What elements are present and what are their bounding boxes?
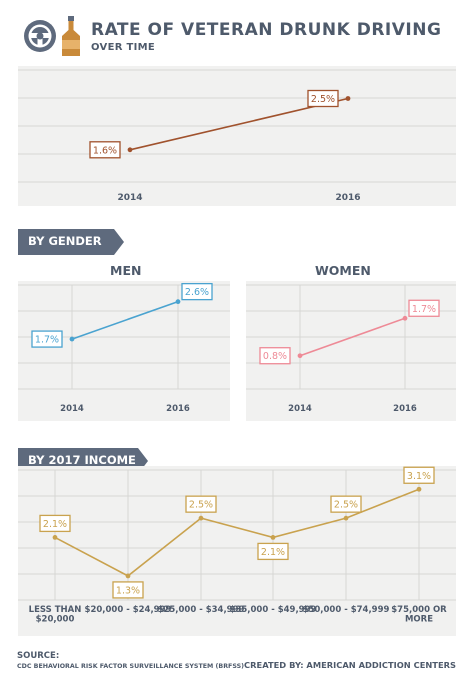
svg-text:2.5%: 2.5% <box>189 500 213 511</box>
men-chart: 1.7% 2.6% 2014 2016 <box>18 282 230 414</box>
data-label: 2.5% <box>330 495 362 513</box>
svg-text:2.5%: 2.5% <box>311 94 335 105</box>
x-tick-label: $75,000 OR MORE <box>391 605 447 625</box>
data-label: 2.5% <box>307 89 339 108</box>
data-label: 2.6% <box>181 282 213 301</box>
x-tick-label: $25,000 - $34,999 <box>158 605 245 615</box>
gender-section-ribbon: BY GENDER <box>18 229 124 255</box>
svg-text:2.1%: 2.1% <box>261 547 285 558</box>
income-chart: 2.1% 1.3% 2.5% 2.1% 2.5% 3.1% LESS THAN $20,000… <box>18 466 456 625</box>
x-tick-label: $50,000 - $74,999 <box>303 605 390 615</box>
svg-text:1.7%: 1.7% <box>35 335 59 346</box>
svg-text:1.6%: 1.6% <box>93 145 117 156</box>
data-label: 1.7% <box>408 299 440 317</box>
data-label: 3.1% <box>403 466 435 484</box>
data-point <box>52 535 58 540</box>
x-tick-label: 2016 <box>393 404 417 414</box>
data-point <box>416 486 422 492</box>
svg-text:2.6%: 2.6% <box>185 287 209 298</box>
x-tick-label: 2014 <box>60 404 84 414</box>
header: RATE OF VETERAN DRUNK DRIVING OVER TIME <box>0 0 474 64</box>
series-line-women <box>299 317 406 357</box>
x-tick-label: $35,000 - $49,999 <box>230 605 317 615</box>
data-label: 2.5% <box>185 495 217 513</box>
data-point <box>402 315 408 321</box>
svg-text:2.1%: 2.1% <box>43 519 67 530</box>
overall-chart-panel <box>18 66 456 206</box>
data-point <box>297 353 303 359</box>
overall-chart: 1.6% 2.5% 2014 2016 <box>18 69 456 203</box>
x-tick-label: 2016 <box>335 193 360 203</box>
x-tick-label: $20,000 - $24,999 <box>85 605 172 615</box>
svg-text:2.5%: 2.5% <box>334 500 358 511</box>
liquor-bottle-icon <box>62 16 80 56</box>
svg-text:1.3%: 1.3% <box>116 585 140 596</box>
data-point <box>127 147 133 153</box>
ribbon-shape <box>18 229 124 255</box>
data-point <box>69 336 75 342</box>
men-heading: MEN <box>110 263 142 278</box>
data-label: 0.8% <box>259 347 291 365</box>
data-label: 1.6% <box>89 141 121 159</box>
men-chart-panel <box>18 281 230 421</box>
source-text: CDC BEHAVIORAL RISK FACTOR SURVEILLANCE … <box>17 663 245 670</box>
header-icons <box>24 16 80 56</box>
source-label: SOURCE: <box>17 651 60 661</box>
steering-wheel-icon <box>24 20 56 52</box>
data-label: 1.7% <box>31 330 63 348</box>
women-heading: WOMEN <box>315 263 371 278</box>
data-label: 2.1% <box>257 542 289 561</box>
data-point <box>345 96 351 101</box>
data-point <box>270 535 276 540</box>
women-chart: 0.8% 1.7% 2014 2016 <box>246 284 456 414</box>
x-tick-label: 2014 <box>288 404 312 414</box>
series-line-men <box>71 300 179 340</box>
gender-section-label: BY GENDER <box>28 234 102 248</box>
svg-text:0.8%: 0.8% <box>263 351 287 362</box>
income-chart-panel <box>18 466 456 636</box>
svg-text:3.1%: 3.1% <box>407 471 431 482</box>
income-section-label: BY 2017 INCOME <box>28 453 136 467</box>
x-tick-label: LESS THAN $20,000 <box>29 605 82 625</box>
data-point <box>125 573 131 579</box>
data-point <box>198 515 204 521</box>
data-label: 1.3% <box>112 581 144 599</box>
credit-text: CREATED BY: AMERICAN ADDICTION CENTERS <box>244 660 456 670</box>
svg-text:1.7%: 1.7% <box>412 304 436 315</box>
data-label: 2.1% <box>39 514 71 533</box>
page-subtitle: OVER TIME <box>91 42 156 53</box>
x-tick-label: 2014 <box>117 193 142 203</box>
x-tick-label: 2016 <box>166 404 190 414</box>
page-title: RATE OF VETERAN DRUNK DRIVING <box>91 20 442 40</box>
data-point <box>175 299 181 305</box>
data-point <box>343 515 349 521</box>
series-line-income <box>54 488 420 577</box>
